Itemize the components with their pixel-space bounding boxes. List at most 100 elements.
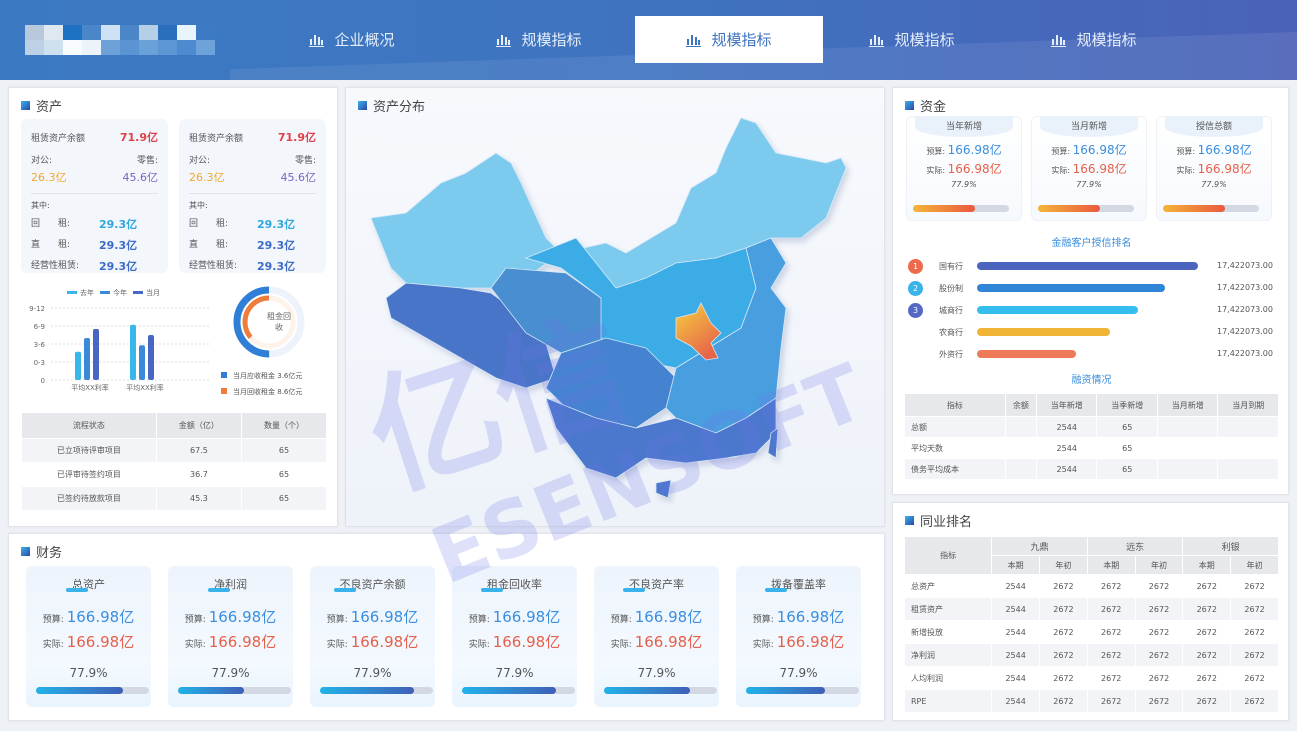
funds-card: 当年新增 预算: 166.98亿 实际: 166.98亿 77.9% (906, 116, 1022, 221)
actual-label: 实际: (1051, 166, 1071, 175)
region-hainan[interactable] (655, 479, 672, 499)
table-cell: 2672 (1086, 689, 1136, 713)
region-south[interactable] (545, 397, 777, 479)
region-xinjiang[interactable] (370, 152, 562, 289)
peer-ranking-table: 指标 九鼎 远东 利银 本期 年初 本期 年初 本期 年初 总资产 2544 2672 2672 2672 2… (903, 536, 1279, 713)
item-label: 回 租: (31, 219, 71, 229)
legend-swatch (133, 291, 143, 294)
group-header: 九鼎 (991, 536, 1088, 556)
finance-title: 融资情况 (1071, 375, 1112, 386)
nav-tab[interactable]: 规模指标 (818, 16, 1006, 63)
table-cell: 2672 (1230, 666, 1279, 690)
table-cell: 人均利润 (903, 666, 993, 690)
finance-card: 不良资产余额 预算: 166.98亿 实际: 166.98亿 77.9% (310, 566, 435, 707)
ranking-bar (977, 284, 1165, 292)
legend-value: 3.6亿元 (277, 372, 303, 380)
bar[interactable] (93, 329, 99, 380)
bar-chart-icon (496, 34, 512, 47)
section-icon (358, 101, 367, 110)
table-cell: 36.7 (155, 462, 242, 487)
corp-label: 对公: (189, 156, 211, 166)
process-status-table: 流程状态 金额（亿） 数量（个） 已立项待评审项目 67.5 65 已评审待签约项目 36.7… (21, 412, 328, 511)
actual-label: 实际: (1176, 166, 1196, 175)
table-cell: 65 (1096, 458, 1158, 480)
table-cell: 平均天数 (904, 437, 1006, 459)
table-cell (1004, 437, 1037, 459)
budget-value: 166.98亿 (66, 608, 135, 626)
actual-value: 166.98亿 (634, 633, 703, 651)
item-value: 29.3亿 (257, 260, 296, 273)
finance-card: 租金回收率 预算: 166.98亿 实际: 166.98亿 77.9% (452, 566, 577, 707)
group-header: 利银 (1182, 536, 1279, 556)
actual-value: 166.98亿 (1197, 162, 1252, 176)
region-sichuan[interactable] (545, 337, 677, 429)
table-row: 债务平均成本 2544 65 (904, 458, 1279, 480)
table-cell: 2672 (1230, 574, 1279, 598)
column-header: 当月新增 (1156, 393, 1219, 417)
bar[interactable] (148, 335, 154, 380)
nav-tab[interactable]: 规模指标 (1000, 16, 1188, 63)
legend-swatch (221, 372, 227, 378)
table-cell (1217, 416, 1279, 438)
tab-label: 规模指标 (521, 31, 582, 49)
progress-bar (746, 687, 859, 694)
card-title: 总资产 (72, 578, 105, 591)
financing-table: 指标 余额 当年新增 当季新增 当月新增 当月到期 总额 2544 65 平均天数 2544 65 债务… (904, 393, 1279, 480)
actual-value: 166.98亿 (947, 162, 1002, 176)
item-value: 29.3亿 (99, 239, 138, 252)
card-title: 租金回收率 (487, 578, 542, 591)
legend-swatch (221, 388, 227, 394)
nav-tab[interactable]: 企业概况 (258, 16, 446, 63)
table-cell: 65 (240, 438, 328, 463)
actual-value: 166.98亿 (208, 633, 277, 651)
bar[interactable] (139, 345, 145, 380)
bar[interactable] (130, 324, 136, 380)
actual-label: 实际: (326, 640, 348, 650)
table-cell: RPE (903, 689, 993, 713)
sub-header: 本期 (991, 555, 1041, 575)
china-map[interactable] (346, 88, 886, 528)
table-row: RPE 2544 2672 2672 2672 2672 2672 (903, 689, 1279, 713)
column-header: 当月到期 (1217, 393, 1279, 417)
section-icon (21, 547, 30, 556)
column-header: 数量（个） (240, 412, 328, 439)
column-header: 当年新增 (1035, 393, 1098, 417)
donut-arc[interactable] (242, 295, 296, 349)
table-cell: 2672 (1039, 689, 1088, 713)
percent-value: 77.9% (353, 666, 392, 680)
table-cell: 已签约待放款项目 (21, 486, 157, 511)
progress-bar (604, 687, 717, 694)
table-cell: 2672 (1039, 666, 1088, 690)
actual-value: 166.98亿 (492, 633, 561, 651)
ranking-value: 17,422073.00 (1217, 305, 1273, 314)
title-accent (66, 588, 88, 592)
table-cell (1217, 458, 1279, 480)
funds-card: 当月新增 预算: 166.98亿 实际: 166.98亿 77.9% (1031, 116, 1147, 221)
nav-tab[interactable]: 规模指标 (445, 16, 633, 63)
table-cell: 2672 (1182, 574, 1232, 598)
actual-value: 166.98亿 (350, 633, 419, 651)
tab-label: 规模指标 (894, 31, 955, 49)
region-taiwan[interactable] (767, 427, 779, 459)
title-accent (765, 588, 787, 592)
table-cell: 2672 (1039, 643, 1088, 667)
nav-tab[interactable]: 规模指标 (635, 16, 823, 63)
progress-bar (1163, 205, 1259, 212)
donut-arc[interactable] (233, 286, 305, 358)
legend-label: 当月 (146, 288, 160, 297)
bar[interactable] (75, 351, 81, 380)
bank-type-label: 城商行 (939, 306, 963, 315)
bar-chart-icon (869, 34, 885, 47)
percent-value: 77.9% (637, 666, 676, 680)
progress-bar (178, 687, 291, 694)
table-cell: 67.5 (155, 438, 242, 463)
bank-type-label: 外资行 (939, 350, 963, 359)
bar[interactable] (84, 338, 90, 380)
table-cell: 2672 (1230, 689, 1279, 713)
card-title: 净利润 (214, 578, 247, 591)
x-tick-label: 平均XX利率 (126, 383, 164, 392)
budget-value: 166.98亿 (208, 608, 277, 626)
budget-label: 预算: (1051, 147, 1071, 156)
region-henan[interactable] (675, 302, 722, 361)
table-cell (1156, 416, 1219, 438)
